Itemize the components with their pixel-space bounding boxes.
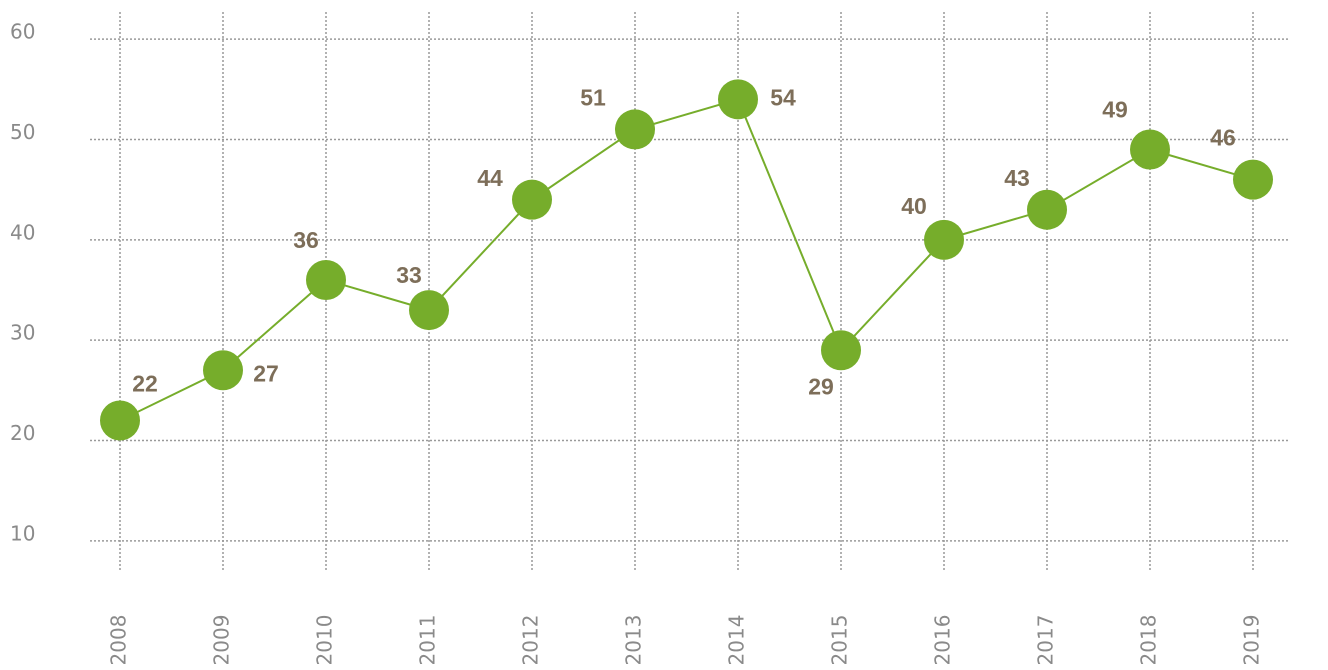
data-label: 51	[580, 84, 606, 110]
data-label: 49	[1102, 97, 1128, 123]
point	[512, 179, 552, 220]
y-tick-label: 30	[10, 321, 35, 345]
data-label: 27	[253, 360, 279, 386]
point	[821, 330, 861, 371]
y-tick-label: 50	[10, 120, 35, 144]
point	[100, 400, 140, 441]
x-tick-label: 2017	[1034, 615, 1058, 666]
x-tick-label: 2015	[828, 615, 852, 666]
x-tick-label: 2014	[725, 615, 749, 666]
y-tick-label: 20	[10, 421, 35, 445]
point	[1027, 189, 1067, 230]
x-tick-label: 2013	[622, 615, 646, 666]
x-tick-label: 2019	[1240, 615, 1264, 666]
x-tick-label: 2012	[519, 615, 543, 666]
point	[615, 109, 655, 150]
data-label: 22	[132, 371, 158, 397]
x-tick-label: 2008	[107, 615, 131, 666]
point	[1233, 159, 1273, 200]
x-tick-label: 2010	[313, 615, 337, 666]
point	[718, 79, 758, 120]
data-label: 40	[901, 193, 927, 219]
data-label: 29	[808, 373, 834, 399]
x-tick-label: 2011	[416, 615, 440, 666]
data-label: 54	[770, 84, 796, 110]
y-tick-label: 40	[10, 220, 35, 244]
point	[1130, 129, 1170, 170]
y-tick-label: 60	[10, 20, 35, 44]
x-tick-label: 2009	[210, 615, 234, 666]
data-label: 46	[1210, 125, 1236, 151]
data-label: 43	[1004, 165, 1030, 191]
point	[203, 350, 243, 391]
x-tick-label: 2018	[1137, 615, 1161, 666]
y-tick-label: 10	[10, 521, 35, 545]
data-label: 36	[293, 227, 319, 253]
point	[924, 219, 964, 260]
line	[119, 98, 1254, 422]
point	[409, 290, 449, 331]
point	[306, 259, 346, 300]
data-label: 44	[477, 165, 503, 191]
data-label: 33	[396, 262, 422, 288]
x-tick-label: 2016	[931, 615, 955, 666]
